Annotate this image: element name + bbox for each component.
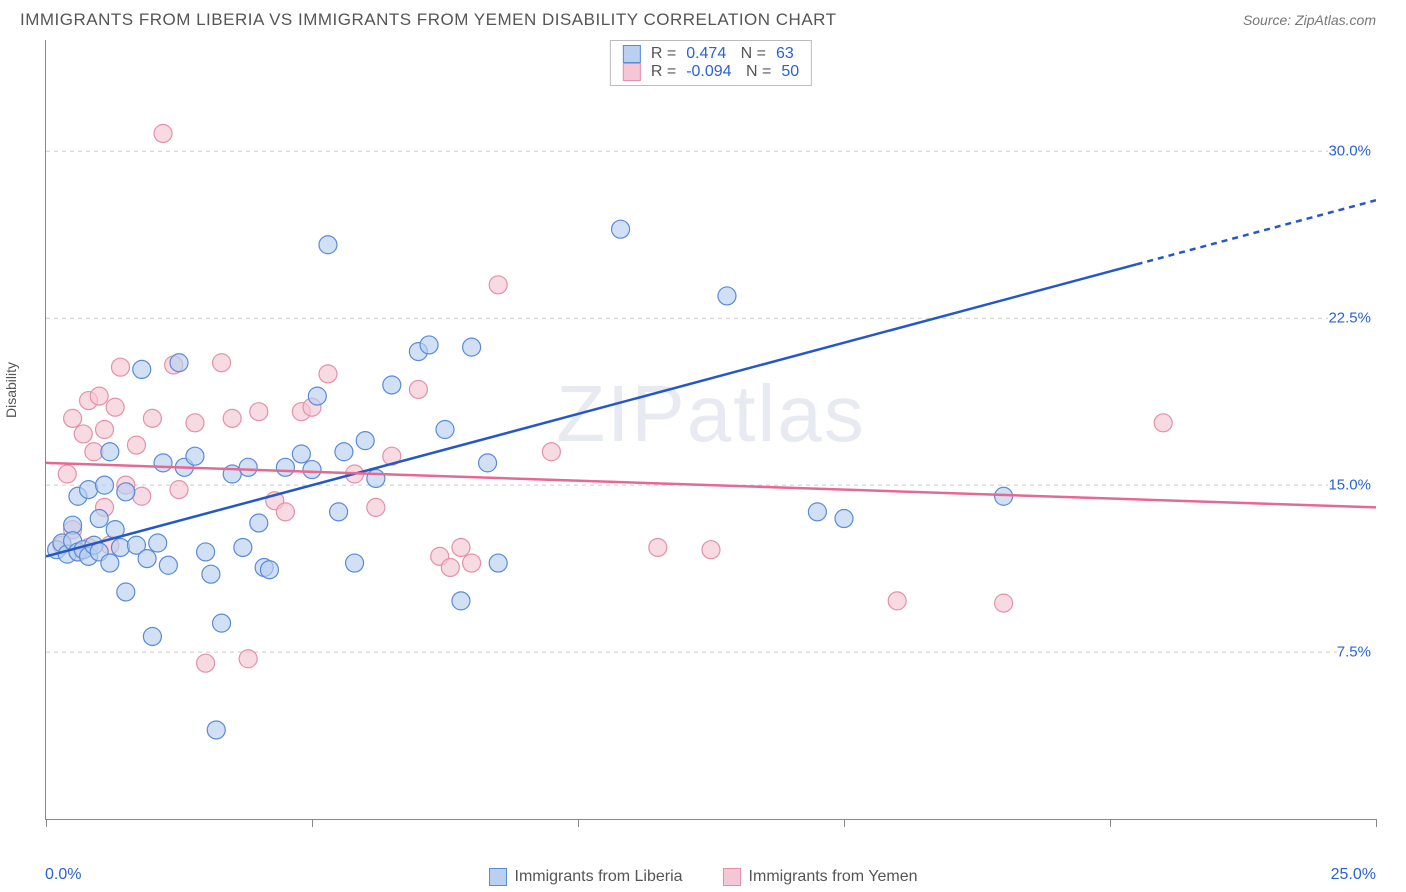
legend-swatch-yemen — [723, 868, 741, 886]
source-name: ZipAtlas.com — [1295, 12, 1376, 28]
y-tick-label: 30.0% — [1328, 143, 1381, 160]
watermark: ZIPatlas — [556, 368, 865, 460]
series-legend: Immigrants from Liberia Immigrants from … — [0, 868, 1406, 886]
y-tick-label: 22.5% — [1328, 310, 1381, 327]
x-tick — [844, 819, 845, 827]
n-value-yemen: 50 — [781, 63, 799, 81]
r-value-liberia: 0.474 — [686, 45, 726, 63]
chart-plot-area: Disability ZIPatlas R = 0.474 N = 63 R =… — [45, 40, 1376, 820]
x-tick — [1376, 819, 1377, 827]
chart-title: IMMIGRANTS FROM LIBERIA VS IMMIGRANTS FR… — [20, 10, 837, 30]
x-tick — [312, 819, 313, 827]
legend-item-yemen: Immigrants from Yemen — [723, 868, 918, 886]
x-tick — [1110, 819, 1111, 827]
legend-label-liberia: Immigrants from Liberia — [515, 868, 683, 885]
y-tick-label: 7.5% — [1337, 644, 1381, 661]
correlation-stats-box: R = 0.474 N = 63 R = -0.094 N = 50 — [610, 40, 812, 86]
x-tick — [578, 819, 579, 827]
legend-item-liberia: Immigrants from Liberia — [489, 868, 683, 886]
n-value-liberia: 63 — [776, 45, 794, 63]
legend-swatch-liberia — [489, 868, 507, 886]
stats-row-yemen: R = -0.094 N = 50 — [623, 63, 799, 81]
swatch-yemen — [623, 63, 641, 81]
stats-row-liberia: R = 0.474 N = 63 — [623, 45, 799, 63]
source-label: Source: — [1243, 12, 1295, 28]
chart-header: IMMIGRANTS FROM LIBERIA VS IMMIGRANTS FR… — [0, 0, 1406, 35]
y-tick-label: 15.0% — [1328, 477, 1381, 494]
legend-label-yemen: Immigrants from Yemen — [749, 868, 918, 885]
scatter-svg — [46, 40, 1376, 819]
source-attribution: Source: ZipAtlas.com — [1243, 12, 1376, 28]
r-value-yemen: -0.094 — [686, 63, 731, 81]
swatch-liberia — [623, 45, 641, 63]
y-axis-label: Disability — [3, 361, 19, 417]
x-tick — [46, 819, 47, 827]
